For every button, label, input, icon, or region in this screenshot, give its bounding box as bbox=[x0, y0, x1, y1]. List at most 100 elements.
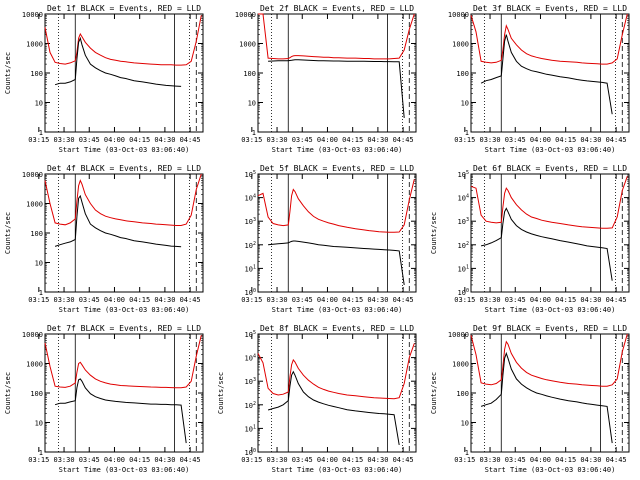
y-tick-label: 10 bbox=[461, 100, 469, 108]
plot-title: Det 2f BLACK = Events, RED = LLD bbox=[260, 4, 414, 13]
x-tick-label: 04:30 bbox=[367, 136, 388, 144]
y-tick-label: 100 bbox=[243, 70, 256, 78]
x-axis-label: Start Time (03-Oct-03 03:06:40) bbox=[59, 306, 190, 314]
x-tick-label: 03:30 bbox=[480, 136, 501, 144]
x-tick-label: 03:15 bbox=[454, 296, 475, 304]
y-tick-label: 101 bbox=[458, 264, 469, 273]
plot-frame bbox=[470, 333, 630, 453]
x-tick-label: 03:30 bbox=[480, 296, 501, 304]
y-tick-label: 100 bbox=[30, 70, 43, 78]
events-series-line bbox=[268, 59, 405, 118]
plot-title: Det 8f BLACK = Events, RED = LLD bbox=[260, 324, 414, 333]
y-tick-label: 100 bbox=[456, 390, 469, 398]
events-series-line bbox=[54, 36, 182, 87]
x-tick-label: 04:15 bbox=[129, 456, 150, 464]
x-axis-label: Start Time (03-Oct-03 03:06:40) bbox=[272, 306, 403, 314]
y-tick-label: 102 bbox=[245, 241, 256, 250]
x-tick-label: 04:00 bbox=[317, 296, 338, 304]
x-tick-label: 04:00 bbox=[530, 456, 551, 464]
plot-title: Det 6f BLACK = Events, RED = LLD bbox=[473, 164, 627, 173]
y-tick-label: 103 bbox=[458, 217, 469, 226]
x-tick-label: 04:30 bbox=[580, 456, 601, 464]
x-tick-label: 03:15 bbox=[28, 456, 49, 464]
x-tick-label: 04:45 bbox=[393, 296, 414, 304]
y-tick-label: 1 bbox=[39, 289, 43, 297]
x-axis-label: Start Time (03-Oct-03 03:06:40) bbox=[59, 466, 190, 474]
y-tick-label: 103 bbox=[245, 377, 256, 386]
x-tick-label: 03:45 bbox=[292, 456, 313, 464]
lld-series-line bbox=[44, 173, 202, 226]
x-tick-label: 04:30 bbox=[367, 296, 388, 304]
x-tick-label: 03:15 bbox=[454, 456, 475, 464]
events-series-line bbox=[480, 34, 613, 115]
x-tick-label: 03:45 bbox=[292, 296, 313, 304]
events-series-line bbox=[54, 194, 182, 248]
plot-title: Det 7f BLACK = Events, RED = LLD bbox=[47, 324, 201, 333]
y-tick-label: 1 bbox=[252, 129, 256, 137]
y-tick-label: 10000 bbox=[22, 171, 43, 179]
y-axis-label: Counts/sec bbox=[217, 372, 225, 414]
x-tick-label: 04:00 bbox=[530, 296, 551, 304]
x-axis-label: Start Time (03-Oct-03 03:06:40) bbox=[272, 466, 403, 474]
x-tick-label: 03:30 bbox=[267, 136, 288, 144]
lld-series-line bbox=[257, 343, 415, 400]
y-tick-label: 100 bbox=[245, 448, 256, 457]
plot-title: Det 5f BLACK = Events, RED = LLD bbox=[260, 164, 414, 173]
lld-series-line bbox=[44, 15, 202, 66]
x-tick-label: 04:15 bbox=[342, 296, 363, 304]
y-tick-label: 103 bbox=[245, 217, 256, 226]
y-tick-label: 101 bbox=[245, 424, 256, 433]
x-tick-label: 03:30 bbox=[54, 456, 75, 464]
x-tick-label: 04:00 bbox=[104, 136, 125, 144]
y-axis-label: Counts/sec bbox=[430, 372, 438, 414]
y-tick-label: 10 bbox=[35, 260, 43, 268]
lld-series-line bbox=[258, 13, 415, 60]
y-tick-label: 10000 bbox=[22, 11, 43, 19]
x-tick-label: 03:15 bbox=[241, 296, 262, 304]
y-tick-label: 10 bbox=[248, 100, 256, 108]
y-tick-label: 10000 bbox=[235, 11, 256, 19]
x-tick-label: 04:30 bbox=[367, 456, 388, 464]
x-tick-label: 04:15 bbox=[555, 456, 576, 464]
lld-series-line bbox=[257, 179, 415, 233]
lld-series-line bbox=[470, 13, 628, 65]
x-tick-label: 03:45 bbox=[505, 296, 526, 304]
x-tick-label: 04:30 bbox=[580, 296, 601, 304]
lld-series-line bbox=[470, 176, 628, 229]
x-tick-label: 04:45 bbox=[606, 136, 627, 144]
x-tick-label: 04:30 bbox=[154, 456, 175, 464]
x-tick-label: 04:15 bbox=[129, 296, 150, 304]
lld-series-line bbox=[470, 333, 628, 387]
plot-frame bbox=[44, 333, 204, 453]
x-tick-label: 04:15 bbox=[555, 296, 576, 304]
x-tick-label: 04:45 bbox=[393, 136, 414, 144]
y-tick-label: 10000 bbox=[22, 331, 43, 339]
plot-frame bbox=[257, 13, 417, 133]
detector-plot: Det 4f BLACK = Events, RED = LLD 1 10 100 10… bbox=[4, 164, 204, 314]
x-tick-label: 04:15 bbox=[129, 136, 150, 144]
x-tick-label: 04:15 bbox=[342, 456, 363, 464]
detector-plot: Det 1f BLACK = Events, RED = LLD 1 10 100 10… bbox=[4, 4, 204, 154]
events-series-line bbox=[480, 351, 613, 444]
y-tick-label: 1 bbox=[39, 449, 43, 457]
plot-frame bbox=[470, 173, 630, 293]
x-axis-label: Start Time (03-Oct-03 03:06:40) bbox=[485, 306, 616, 314]
y-axis-label: Counts/sec bbox=[430, 212, 438, 254]
x-tick-label: 03:45 bbox=[79, 296, 100, 304]
events-series-line bbox=[480, 207, 613, 281]
x-tick-label: 03:15 bbox=[28, 136, 49, 144]
x-tick-label: 03:45 bbox=[79, 456, 100, 464]
x-tick-label: 04:45 bbox=[180, 296, 201, 304]
y-tick-label: 101 bbox=[245, 264, 256, 273]
y-tick-label: 1 bbox=[39, 129, 43, 137]
y-tick-label: 104 bbox=[245, 354, 256, 363]
plot-title: Det 4f BLACK = Events, RED = LLD bbox=[47, 164, 201, 173]
y-axis-label: Counts/sec bbox=[4, 52, 12, 94]
x-axis-label: Start Time (03-Oct-03 03:06:40) bbox=[485, 466, 616, 474]
events-series-line bbox=[267, 370, 400, 445]
events-series-line bbox=[268, 240, 405, 285]
x-tick-label: 03:30 bbox=[480, 456, 501, 464]
plot-frame bbox=[470, 13, 630, 133]
y-tick-label: 1 bbox=[465, 129, 469, 137]
y-tick-label: 1000 bbox=[452, 361, 469, 369]
